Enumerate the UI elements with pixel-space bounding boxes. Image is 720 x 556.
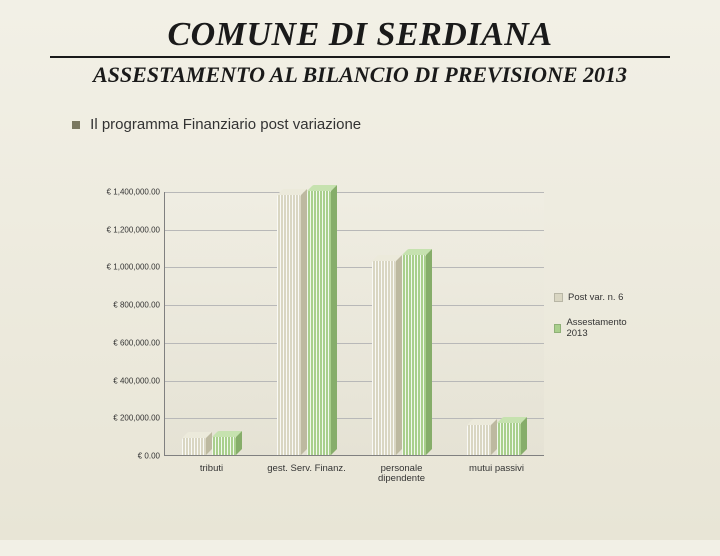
y-axis-tick: € 0.00	[96, 452, 160, 461]
bar	[182, 438, 206, 455]
x-axis-tick: gest. Serv. Finanz.	[259, 464, 354, 474]
y-axis-tick: € 800,000.00	[96, 301, 160, 310]
section-bullet-icon	[72, 121, 80, 129]
bar	[402, 255, 426, 455]
legend-swatch-icon	[554, 324, 561, 333]
bar	[372, 261, 396, 455]
y-axis-tick: € 1,000,000.00	[96, 263, 160, 272]
bar-front	[307, 191, 331, 455]
bar	[497, 423, 521, 455]
bar-front	[497, 423, 521, 455]
x-axis-tick: tributi	[164, 464, 259, 474]
gridline	[165, 230, 544, 231]
page-title: COMUNE DI SERDIANA	[0, 16, 720, 54]
y-axis-tick: € 600,000.00	[96, 338, 160, 347]
bar	[212, 437, 236, 455]
bar-side	[426, 249, 432, 455]
y-axis-tick: € 400,000.00	[96, 376, 160, 385]
page-subtitle: ASSESTAMENTO AL BILANCIO DI PREVISIONE 2…	[0, 62, 720, 88]
bar	[467, 425, 491, 455]
gridline	[165, 192, 544, 193]
bar-side	[521, 417, 527, 455]
bar-side	[236, 431, 242, 455]
legend-label: Assestamento 2013	[566, 317, 632, 339]
legend-label: Post var. n. 6	[568, 292, 623, 303]
legend-swatch-icon	[554, 293, 563, 302]
legend-item: Assestamento 2013	[554, 317, 632, 339]
chart-legend: Post var. n. 6 Assestamento 2013	[554, 292, 632, 353]
x-axis-tick: mutui passivi	[449, 464, 544, 474]
gridline	[165, 305, 544, 306]
bar-front	[372, 261, 396, 455]
section-title-text: Il programma Finanziario post variazione	[90, 116, 361, 133]
x-axis-tick: personaledipendente	[354, 464, 449, 485]
bar-side	[331, 185, 337, 455]
bar	[307, 191, 331, 455]
y-axis-tick: € 1,200,000.00	[96, 225, 160, 234]
legend-item: Post var. n. 6	[554, 292, 632, 303]
gridline	[165, 381, 544, 382]
bar-front	[212, 437, 236, 455]
bar-front	[467, 425, 491, 455]
bar-front	[277, 195, 301, 455]
y-axis-tick: € 1,400,000.00	[96, 188, 160, 197]
bar-front	[402, 255, 426, 455]
plot-area	[164, 192, 544, 456]
financial-chart: Post var. n. 6 Assestamento 2013 € 0.00 € …	[92, 186, 632, 506]
gridline	[165, 343, 544, 344]
title-underline	[50, 56, 670, 58]
gridline	[165, 267, 544, 268]
bar-front	[182, 438, 206, 455]
bar	[277, 195, 301, 455]
y-axis-tick: € 200,000.00	[96, 414, 160, 423]
section-title: Il programma Finanziario post variazione	[72, 116, 720, 133]
